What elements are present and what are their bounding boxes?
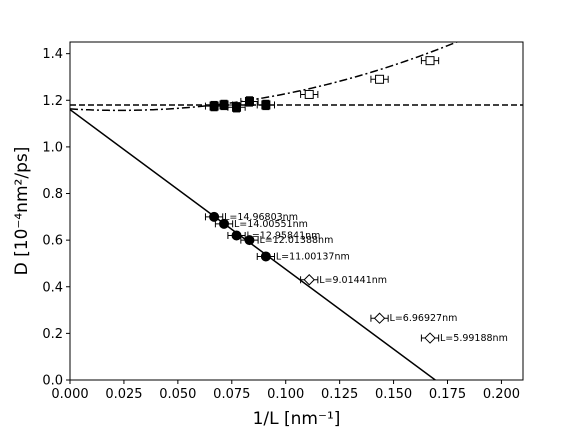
y-tick-label: 1.0	[42, 140, 63, 155]
x-tick-label: 0.125	[321, 387, 358, 402]
data-point-square-open	[375, 74, 385, 84]
data-point-square	[232, 102, 242, 112]
error-bars	[204, 57, 440, 342]
x-tick-label: 0.025	[105, 387, 142, 402]
data-point-diamond	[303, 274, 315, 286]
x-tick-label: 0.000	[51, 387, 88, 402]
y-tick-label: 0.4	[42, 280, 63, 295]
x-tick-label: 0.100	[267, 387, 304, 402]
point-label: L=12.01388nm	[259, 235, 333, 246]
x-tick-label: 0.150	[375, 387, 412, 402]
point-label: L=14.00551nm	[234, 219, 308, 230]
point-labels: L=14.96803nmL=14.00551nmL=12.95841nmL=12…	[224, 212, 508, 344]
point-label: L=5.99188nm	[440, 333, 508, 344]
y-tick-label: 0.6	[42, 234, 63, 249]
data-points	[209, 56, 436, 344]
plot-frame	[69, 41, 524, 381]
y-axis-ticks: 0.0 0.2 0.4 0.6 0.8 1.0 1.2 1.4	[42, 47, 70, 389]
fit-line-solid	[70, 108, 437, 380]
data-point-square	[244, 96, 254, 106]
data-point-diamond	[373, 312, 386, 324]
data-point-square-open	[304, 89, 314, 99]
y-tick-label: 1.4	[42, 47, 63, 62]
data-point-square	[219, 100, 229, 110]
y-tick-label: 0.8	[42, 187, 63, 202]
data-point-square-open	[425, 56, 435, 66]
y-axis-label: D [10⁻⁴nm²/ps]	[12, 147, 32, 276]
data-point-square	[261, 100, 271, 110]
x-tick-label: 0.175	[429, 387, 466, 402]
data-point-circle	[244, 235, 255, 246]
data-point-circle	[209, 211, 220, 222]
y-tick-label: 1.2	[42, 94, 63, 109]
fit-lines	[70, 42, 523, 380]
x-axis-label: 1/L [nm⁻¹]	[253, 409, 341, 429]
x-tick-label: 0.075	[213, 387, 250, 402]
data-point-square	[209, 101, 219, 111]
data-point-diamond	[424, 332, 436, 344]
point-label: L=14.96803nm	[224, 212, 298, 223]
fit-line-dashdot	[70, 42, 459, 112]
y-tick-label: 0.0	[42, 374, 63, 389]
x-tick-label: 0.050	[159, 387, 196, 402]
point-label: L=11.00137nm	[276, 251, 350, 262]
data-point-circle	[260, 251, 271, 262]
data-point-circle	[231, 230, 242, 241]
x-tick-label: 0.200	[483, 387, 520, 402]
data-point-circle	[219, 218, 230, 229]
point-label: L=12.95841nm	[247, 230, 321, 241]
point-label: L=6.96927nm	[390, 313, 458, 324]
x-axis-ticks: 0.000 0.025 0.050 0.075 0.100 0.125 0.150 0.175…	[51, 380, 520, 402]
y-tick-label: 0.2	[42, 327, 63, 342]
point-label: L=9.01441nm	[319, 275, 387, 286]
